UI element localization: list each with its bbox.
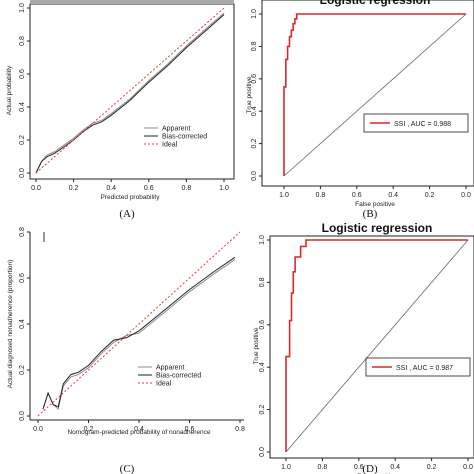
panel-label-b: (B) [363,208,378,220]
plot-frame-a [29,3,235,180]
y-tick-label-b: 0.2 [251,139,258,149]
series-line-c-apparent [42,259,236,411]
y-tick-label-d: 0.2 [259,405,266,415]
x-axis-label-c: Nomogram-predicted probability of nonadh… [67,429,210,436]
chart-d: 1.00.80.60.40.20.00.00.20.40.60.81.0Fals… [253,221,474,474]
y-tick-label-d: 0.8 [259,277,266,287]
y-tick-label-d: 0.6 [259,320,266,330]
legend-label-c: Ideal [156,381,172,388]
y-tick-label-d: 0.4 [259,362,266,372]
legend-box-d [365,357,471,377]
y-tick-label-c: 0.4 [19,319,26,329]
x-tick-label-c: 0.0 [33,426,43,433]
x-tick-label-b: 1.0 [279,192,289,199]
legend-label-c: Bias-corrected [156,373,201,380]
x-tick-label-a: 0.2 [69,185,79,192]
y-tick-label-b: 0.4 [251,106,258,116]
x-tick-label-b: 0.2 [425,192,435,199]
series-line-c-ideal [37,231,241,417]
chart-title-b: Logistic regression [320,0,431,7]
x-tick-label-c: 0.4 [134,426,144,433]
plot-frame-d [269,235,474,459]
y-tick-label-a: 0.4 [19,102,26,112]
chart-b: 1.0 0.8 0.6 0.4 0.2 0.0 0.0 0.2 0.4 0.6 0.8 1.0 Fals… [246,0,474,208]
panel-label-c: (C) [120,463,135,474]
series-line-c-bias-corrected [42,256,236,410]
y-tick-label-a: 1.0 [19,3,26,13]
y-tick-label-a: 0.8 [19,36,26,46]
y-tick-label-c: 0.0 [19,411,26,421]
x-tick-label-d: 0.2 [427,464,437,471]
y-tick-label-c: 0.8 [19,227,26,237]
x-tick-label-b: 0.8 [316,192,326,199]
series-line-d-reference-diagonal [285,239,469,453]
x-tick-label-d: 1.0 [281,464,291,471]
legend-label-a: Apparent [162,126,190,133]
legend-label-b: SSI , AUC = 0.988 [394,121,451,128]
y-tick-label-b: 1.0 [251,9,258,19]
x-tick-label-c: 0.2 [84,426,94,433]
x-tick-label-d: 0.0 [463,464,473,471]
x-tick-label-c: 0.6 [185,426,195,433]
x-axis-label-a: Predicted probability [101,194,161,201]
chart-c: 0.0 0.2 0.4 0.6 0.8 0.0 0.2 0.4 0.6 0.8 Nomogram-p… [7,227,245,436]
y-axis-label-d: True positive [253,327,260,364]
series-line-b-reference-diagonal [283,13,467,177]
x-tick-label-b: 0.0 [461,192,471,199]
x-tick-label-d: 0.4 [390,464,400,471]
y-tick-label-c: 0.2 [19,365,26,375]
x-tick-label-d: 0.6 [354,464,364,471]
x-tick-label-a: 0.4 [106,185,116,192]
y-tick-label-a: 0.2 [19,135,26,145]
chart-a: 0.0 0.2 0.4 0.6 0.8 1.0 0.0 0.2 0.4 0.6 0.8 1.0 Pred… [6,0,235,201]
series-line-a-bias-corrected [35,14,225,174]
y-tick-label-b: 0.8 [251,41,258,51]
y-tick-label-a: 0.6 [19,69,26,79]
y-tick-label-a: 0.0 [19,168,26,178]
panel-label-d: (D) [362,463,378,474]
x-tick-label-b: 0.4 [388,192,398,199]
series-line-a-apparent [35,12,225,174]
x-tick-label-c: 0.8 [235,426,245,433]
chart-title-d: Logistic regression [322,221,433,235]
y-tick-label-d: 0.0 [259,447,266,457]
legend-box-b [363,113,469,133]
plot-frame-b [261,0,474,187]
series-line-d-ssi-auc [285,239,468,452]
series-line-a-ideal [35,7,225,174]
y-axis-label-b: True positive [246,76,253,113]
top-band-a [30,0,234,4]
y-tick-label-d: 1.0 [259,235,266,245]
x-tick-label-a: 0.6 [144,185,154,192]
y-axis-label-a: Actual probability [6,65,13,115]
y-tick-label-c: 0.6 [19,273,26,283]
y-tick-label-b: 0.6 [251,74,258,84]
legend-label-a: Bias-corrected [162,134,207,141]
x-tick-label-b: 0.6 [352,192,362,199]
x-tick-label-a: 0.0 [31,185,41,192]
legend-label-d: SSI , AUC = 0.987 [396,365,453,372]
x-tick-label-d: 0.8 [318,464,328,471]
legend-label-c: Apparent [156,365,184,372]
y-axis-label-c: Actual diagnosed nonadherence (proportio… [7,260,14,389]
y-tick-label-b: 0.0 [251,171,258,181]
legend-label-a: Ideal [162,142,178,149]
x-tick-label-a: 0.8 [182,185,192,192]
x-axis-label-b: False positive [355,201,395,208]
x-tick-label-a: 1.0 [219,185,229,192]
series-line-b-ssi-auc [283,13,466,176]
panel-label-a: (A) [119,208,135,220]
